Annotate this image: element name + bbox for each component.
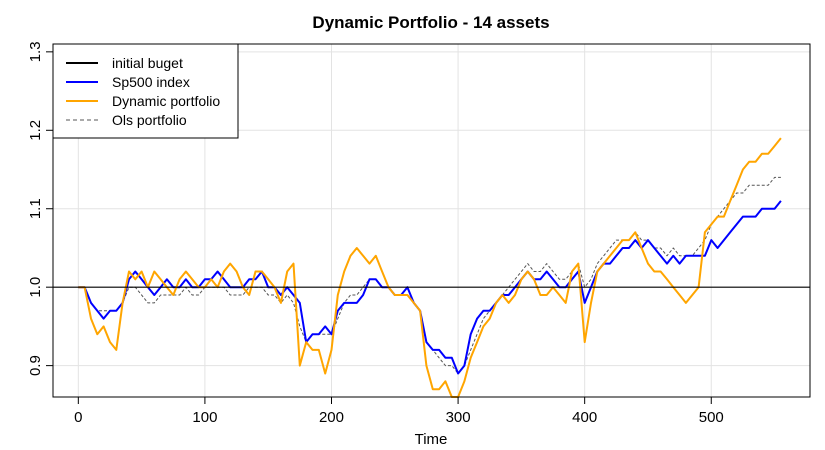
y-tick-label: 1.0 <box>27 277 44 298</box>
legend-label-dynamic: Dynamic portfolio <box>112 93 220 109</box>
y-axis: 0.9 1.0 1.1 1.2 1.3 <box>27 41 53 376</box>
series-line-dynamic-portfolio <box>78 137 782 398</box>
y-tick-label: 1.2 <box>27 120 44 141</box>
y-tick-label: 1.1 <box>27 198 44 219</box>
y-tick-label: 1.3 <box>27 41 44 62</box>
x-tick-label: 200 <box>319 409 344 426</box>
y-tick-label: 0.9 <box>27 355 44 376</box>
x-axis-label: Time <box>415 431 448 448</box>
plot-frame <box>52 43 811 398</box>
x-tick-label: 500 <box>699 409 724 426</box>
x-tick-label: 400 <box>572 409 597 426</box>
x-tick-label: 0 <box>74 409 82 426</box>
legend-box <box>52 43 239 139</box>
x-axis: 0 100 200 300 400 500 <box>74 397 724 426</box>
legend-label-sp500: Sp500 index <box>112 74 190 90</box>
legend: initial buget Sp500 index Dynamic portfo… <box>52 43 239 139</box>
x-tick-label: 100 <box>192 409 217 426</box>
series-layer <box>78 137 782 398</box>
legend-label-ols: Ols portfolio <box>112 112 187 128</box>
legend-label-initial-buget: initial buget <box>112 55 183 71</box>
x-tick-label: 300 <box>446 409 471 426</box>
chart-title: Dynamic Portfolio - 14 assets <box>312 13 549 32</box>
